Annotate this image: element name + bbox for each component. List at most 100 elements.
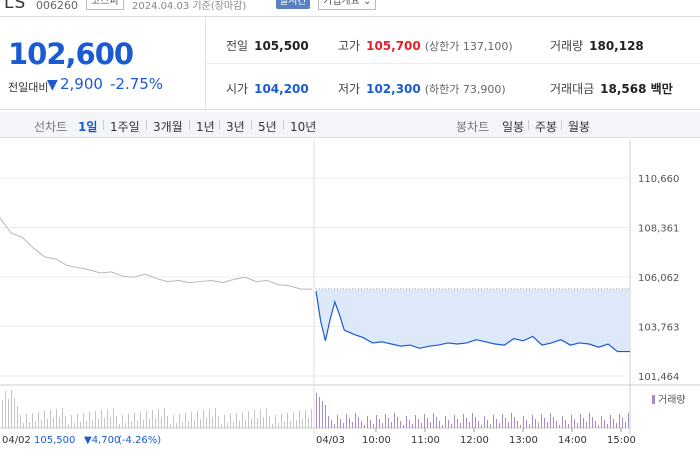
volume-bar: [89, 412, 90, 428]
volume-bar: [328, 416, 329, 428]
stat-prev-close: 전일 105,500: [226, 37, 309, 54]
volume-bar: [385, 414, 386, 428]
volume-bar: [50, 410, 51, 428]
volume-bar: [547, 422, 548, 428]
volume-bar: [397, 417, 398, 428]
volume-bar: [185, 413, 186, 428]
x-tick-label: 11:00: [411, 435, 440, 446]
day-label: 04/03: [316, 435, 345, 446]
volume-bar: [146, 411, 147, 428]
volume-bar: [343, 423, 344, 428]
volume-bar: [140, 412, 141, 428]
volume-bar: [224, 415, 225, 428]
volume-bar: [364, 425, 365, 428]
upper-limit: (상한가 137,100): [424, 40, 513, 53]
volume-bar: [59, 417, 60, 428]
tab-1day[interactable]: 1일: [78, 120, 98, 134]
volume-bar: [98, 419, 99, 428]
tab-3month[interactable]: 3개월: [153, 120, 183, 134]
volume-bar: [197, 411, 198, 428]
stat-label: 고가: [338, 39, 361, 53]
volume-bar: [71, 415, 72, 428]
volume-bar: [496, 419, 497, 428]
volume-bar: [598, 425, 599, 428]
tab-10year[interactable]: 10년: [290, 120, 317, 134]
stat-value: 102,300: [366, 82, 421, 96]
tab-1year[interactable]: 1년: [196, 120, 215, 134]
volume-bar: [460, 423, 461, 428]
volume-bar: [44, 411, 45, 428]
volume-bar: [442, 425, 443, 428]
volume-bar: [544, 418, 545, 428]
company-info-button[interactable]: 기업개요 ⌄: [318, 0, 377, 10]
volume-bar: [248, 411, 249, 428]
volume-bar: [628, 413, 629, 428]
volume-bar: [158, 409, 159, 428]
stat-label: 거래대금: [550, 82, 595, 96]
price-change-pct: -2.75%: [110, 75, 164, 93]
volume-bar: [382, 423, 383, 428]
volume-bar: [607, 424, 608, 428]
volume-bar: [155, 418, 156, 428]
x-tick-label: 14:00: [558, 435, 587, 446]
tab-weekly-candle[interactable]: 주봉: [535, 120, 558, 134]
volume-bar: [403, 425, 404, 428]
tab-5year[interactable]: 5년: [258, 120, 277, 134]
stat-low: 저가 102,300 (하한가 73,900): [338, 80, 506, 97]
today-price-line: [315, 291, 630, 353]
volume-bar: [529, 424, 530, 428]
volume-bar: [251, 419, 252, 428]
volume-bar: [355, 413, 356, 428]
volume-bar: [568, 424, 569, 428]
tab-separator: [189, 120, 190, 130]
volume-bar: [302, 419, 303, 428]
volume-bar: [296, 420, 297, 428]
volume-bar: [203, 410, 204, 428]
volume-bar: [559, 425, 560, 428]
volume-bar: [553, 417, 554, 428]
volume-bar: [322, 401, 323, 428]
prev-day-price-line: [0, 217, 312, 290]
stat-value: 104,200: [254, 82, 309, 96]
volume-bar: [487, 420, 488, 428]
volume-bar: [613, 419, 614, 428]
x-tick-label: 12:00: [460, 435, 489, 446]
realtime-button[interactable]: 실시간: [276, 0, 310, 9]
stat-value: 105,700: [366, 39, 421, 53]
volume-bar: [463, 414, 464, 428]
tab-monthly-candle[interactable]: 월봉: [568, 120, 591, 134]
down-arrow-icon: ▼: [47, 77, 58, 93]
stat-amount: 거래대금 18,568 백만: [550, 80, 673, 97]
volume-bar: [379, 419, 380, 428]
volume-bar: [331, 420, 332, 428]
volume-bar: [541, 414, 542, 428]
volume-bar: [391, 422, 392, 428]
volume-bar: [83, 413, 84, 428]
volume-bar: [212, 417, 213, 428]
volume-bar: [236, 413, 237, 428]
tab-daily-candle[interactable]: 일봉: [502, 120, 525, 134]
stock-header: LS 006260 코스피 2024.04.03 기준(장마감) 실시간 기업개…: [0, 0, 700, 14]
stat-label: 시가: [226, 82, 249, 96]
volume-bar: [86, 421, 87, 428]
volume-bar: [520, 425, 521, 428]
volume-bar: [35, 421, 36, 428]
volume-bar: [68, 424, 69, 428]
tab-separator: [219, 120, 220, 130]
tab-separator: [251, 120, 252, 130]
volume-bar: [592, 417, 593, 428]
volume-bar: [445, 416, 446, 428]
volume-bar: [101, 410, 102, 428]
volume-bar: [454, 415, 455, 428]
volume-bar: [53, 418, 54, 428]
volume-bar: [472, 413, 473, 428]
prev-day-change: ▼4,700: [84, 435, 120, 446]
volume-bar: [457, 419, 458, 428]
tab-1week[interactable]: 1주일: [110, 120, 140, 134]
volume-bar: [373, 424, 374, 428]
volume-bar: [239, 421, 240, 428]
tab-3year[interactable]: 3년: [226, 120, 245, 134]
volume-bar: [92, 420, 93, 428]
volume-bar: [361, 421, 362, 428]
volume-bar: [418, 419, 419, 428]
